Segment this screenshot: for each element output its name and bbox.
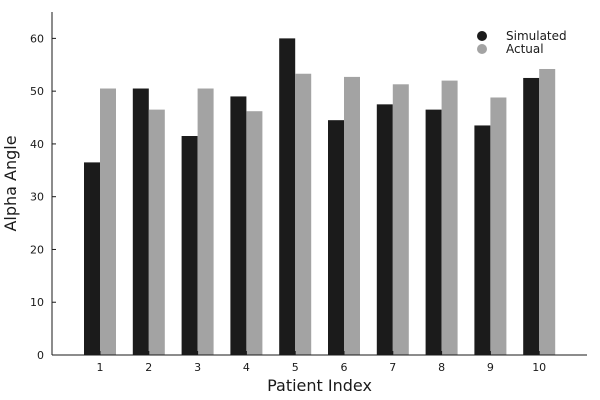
y-tick-label: 40: [30, 138, 44, 151]
bar-simulated-2: [132, 88, 149, 355]
bar-actual-7: [392, 84, 409, 355]
y-tick-label: 60: [30, 32, 44, 45]
x-axis-title: Patient Index: [267, 376, 372, 395]
y-axis-title: Alpha Angle: [1, 135, 20, 231]
x-tick-label: 1: [97, 361, 104, 374]
bar-simulated-1: [84, 162, 100, 355]
x-tick-label: 3: [194, 361, 201, 374]
legend-marker-actual: [477, 44, 487, 54]
bar-simulated-8: [425, 109, 442, 355]
legend-marker-simulated: [477, 31, 487, 41]
y-tick-label: 50: [30, 85, 44, 98]
x-tick-label: 2: [145, 361, 152, 374]
legend-label-actual: Actual: [506, 42, 544, 56]
bar-actual-10: [539, 68, 556, 355]
y-tick-label: 0: [37, 349, 44, 362]
x-tick-label: 4: [243, 361, 250, 374]
x-tick-label: 6: [341, 361, 348, 374]
bar-actual-3: [197, 88, 214, 355]
x-ticks-group: 1 2 3 4 5 6 7 8 9 10: [97, 351, 546, 374]
bar-simulated-10: [523, 77, 540, 355]
bar-actual-1: [100, 88, 116, 355]
x-tick-label: 10: [532, 361, 546, 374]
x-tick-label: 8: [438, 361, 445, 374]
bar-simulated-7: [376, 104, 393, 355]
x-tick-label: 9: [487, 361, 494, 374]
y-tick-label: 10: [30, 296, 44, 309]
bar-simulated-6: [328, 120, 344, 355]
y-tick-label: 20: [30, 243, 44, 256]
x-tick-label: 5: [292, 361, 299, 374]
bars-group: [84, 38, 556, 356]
bar-actual-6: [344, 76, 360, 355]
bar-actual-2: [148, 109, 165, 355]
bar-simulated-4: [230, 96, 247, 355]
bar-actual-5: [295, 73, 312, 356]
x-tick-label: 7: [389, 361, 396, 374]
legend-label-simulated: Simulated: [506, 29, 567, 43]
bar-actual-8: [441, 80, 458, 355]
bar-actual-4: [246, 111, 263, 356]
bar-actual-9: [490, 97, 507, 356]
bar-simulated-5: [279, 38, 296, 356]
bar-simulated-9: [474, 125, 491, 355]
axes-group: [51, 12, 587, 356]
y-ticks-group: 0 10 20 30 40 50 60: [30, 32, 56, 362]
y-tick-label: 30: [30, 191, 44, 204]
bar-simulated-3: [181, 136, 198, 355]
